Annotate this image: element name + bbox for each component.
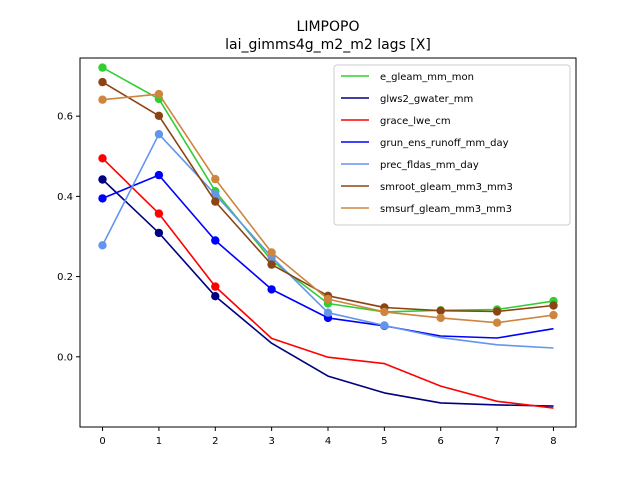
legend-label: e_gleam_mm_mon bbox=[380, 72, 474, 83]
data-point bbox=[154, 89, 164, 99]
data-point bbox=[436, 306, 445, 315]
y-tick-label: 0.6 bbox=[57, 112, 73, 123]
data-point bbox=[154, 111, 164, 121]
data-point bbox=[267, 260, 276, 269]
legend-frame bbox=[333, 64, 571, 226]
legend-label: prec_fldas_mm_day bbox=[380, 160, 479, 171]
series-glws2_gwater_mm bbox=[98, 175, 554, 407]
y-tick-label: 0.2 bbox=[57, 272, 73, 283]
data-point bbox=[98, 95, 107, 104]
series-grace_lwe_cm bbox=[98, 154, 554, 409]
data-point bbox=[211, 174, 220, 184]
x-tick-label: 4 bbox=[325, 436, 331, 447]
data-point bbox=[98, 154, 107, 163]
x-tick-label: 0 bbox=[99, 436, 105, 447]
data-point bbox=[154, 209, 164, 218]
data-point bbox=[380, 307, 389, 317]
data-point bbox=[154, 228, 164, 238]
data-point bbox=[492, 318, 502, 327]
legend-label: grace_lwe_cm bbox=[380, 116, 451, 127]
data-point bbox=[492, 307, 502, 316]
series-line bbox=[101, 178, 554, 407]
data-point bbox=[98, 241, 107, 250]
data-point bbox=[211, 292, 220, 301]
data-point bbox=[98, 175, 107, 184]
x-tick-label: 6 bbox=[438, 436, 444, 447]
series-line bbox=[101, 157, 554, 409]
x-tick-label: 8 bbox=[550, 436, 556, 447]
data-point bbox=[380, 321, 389, 330]
data-point bbox=[211, 190, 220, 199]
data-point bbox=[211, 197, 220, 206]
data-point bbox=[267, 248, 276, 257]
data-point bbox=[98, 194, 107, 203]
y-tick-label: 0.0 bbox=[57, 352, 73, 363]
data-point bbox=[267, 285, 276, 294]
x-tick-label: 3 bbox=[268, 436, 274, 447]
series-prec_fldas_mm_day bbox=[98, 130, 554, 349]
legend-label: smsurf_gleam_mm3_mm3 bbox=[380, 204, 512, 215]
data-point bbox=[323, 294, 333, 304]
y-tick-label: 0.4 bbox=[57, 192, 73, 203]
data-point bbox=[211, 236, 220, 245]
data-point bbox=[549, 310, 558, 320]
x-tick-label: 1 bbox=[156, 436, 162, 447]
data-point bbox=[323, 308, 333, 317]
chart-title: LIMPOPO bbox=[297, 19, 360, 35]
x-tick-label: 7 bbox=[494, 436, 500, 447]
x-tick-label: 2 bbox=[212, 436, 218, 447]
chart-subtitle: lai_gimms4g_m2_m2 lags [X] bbox=[225, 37, 431, 53]
x-tick-label: 5 bbox=[381, 436, 387, 447]
data-point bbox=[211, 282, 220, 291]
data-point bbox=[436, 313, 445, 323]
data-point bbox=[549, 301, 558, 310]
legend-label: smroot_gleam_mm3_mm3 bbox=[380, 182, 513, 193]
data-point bbox=[154, 130, 164, 139]
axes: 0 1 2 3 4 5 6 7 8 0.0 0.2 0.4 0.6 bbox=[57, 57, 577, 447]
legend: e_gleam_mm_mon glws2_gwater_mm grace_lwe_c… bbox=[333, 64, 571, 226]
legend-label: glws2_gwater_mm bbox=[380, 94, 473, 105]
series-smsurf_gleam_mm3_mm3 bbox=[98, 89, 558, 327]
data-point bbox=[98, 63, 107, 72]
plot-area bbox=[98, 63, 558, 409]
data-point bbox=[154, 170, 164, 180]
data-point bbox=[98, 77, 107, 87]
legend-label: grun_ens_runoff_mm_day bbox=[380, 138, 509, 149]
